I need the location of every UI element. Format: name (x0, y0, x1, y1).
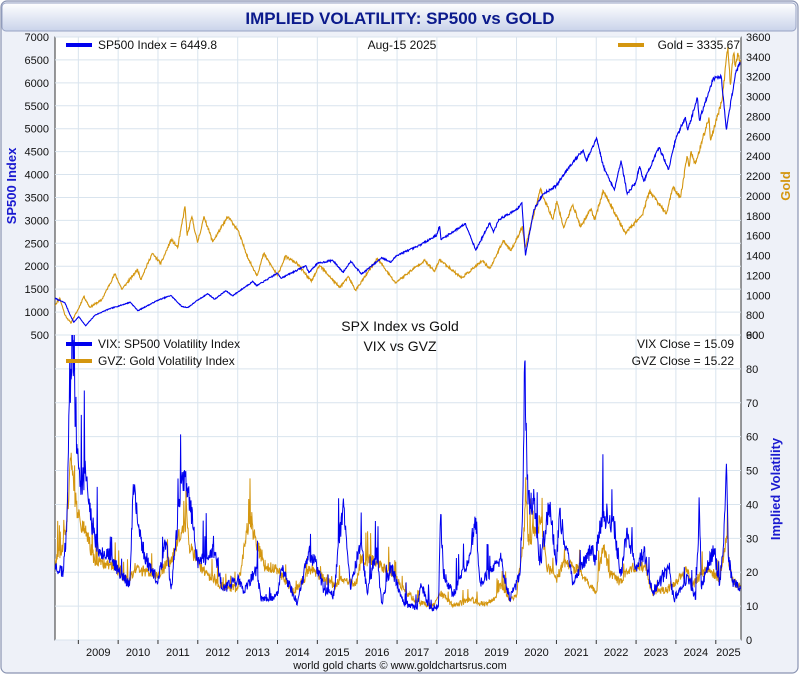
spx-series-line (55, 61, 741, 327)
year-tick-label: 2015 (325, 647, 349, 659)
gold-tick-label: 1800 (746, 211, 770, 223)
year-tick-label: 2022 (604, 647, 628, 659)
volatility-tick-label: 60 (746, 432, 758, 444)
gold-tick-label: 1000 (746, 290, 770, 302)
spx-tick-label: 2500 (25, 238, 49, 250)
year-tick-label: 2025 (716, 647, 740, 659)
spx-tick-label: 5000 (25, 124, 49, 136)
vix-series-line (55, 335, 741, 612)
year-tick-label: 2018 (445, 647, 469, 659)
gold-axis-ticks: 600 800 1000 1200 1400 1600 1800 2000 2200 2400 26… (746, 32, 770, 342)
vix-close-label: VIX Close = 15.09 (637, 337, 734, 351)
volatility-tick-label: 90 (746, 330, 758, 342)
year-tick-label: 2023 (644, 647, 668, 659)
gold-tick-label: 1200 (746, 270, 770, 282)
bottom-panel-title: VIX vs GVZ (363, 338, 437, 354)
spx-tick-label: 4500 (25, 147, 49, 159)
volatility-tick-label: 40 (746, 499, 758, 511)
year-tick-label: 2010 (126, 647, 150, 659)
spx-tick-label: 4000 (25, 170, 49, 182)
top-panel-title: SPX Index vs Gold (341, 318, 459, 334)
vix-legend-label: VIX: SP500 Volatility Index (98, 337, 240, 351)
gold-tick-label: 3000 (746, 92, 770, 104)
gold-tick-label: 3200 (746, 72, 770, 84)
top-plot-area (54, 36, 742, 336)
footer-credit: world gold charts © www.goldchartsrus.co… (292, 660, 507, 672)
year-tick-label: 2012 (206, 647, 230, 659)
spx-tick-label: 3000 (25, 215, 49, 227)
spx-tick-label: 3500 (25, 192, 49, 204)
spx-tick-label: 7000 (25, 32, 49, 44)
spx-axis-ticks: 500 1000 1500 2000 2500 3000 3500 4000 4500 5000 5… (25, 32, 49, 342)
gold-tick-label: 2200 (746, 171, 770, 183)
year-axis-ticks: 2009 2010 2011 2012 2013 2014 2015 2016 2017 2018… (77, 640, 741, 659)
spx-legend-label: SP500 Index = 6449.8 (98, 38, 217, 52)
volatility-axis-ticks: 0 10 20 30 40 50 60 70 80 90 (746, 330, 758, 647)
year-tick-label: 2009 (86, 647, 110, 659)
gold-series-line (55, 46, 741, 324)
gold-tick-label: 2000 (746, 191, 770, 203)
year-tick-label: 2014 (285, 647, 309, 659)
gold-tick-label: 3600 (746, 32, 770, 44)
gold-tick-label: 1600 (746, 231, 770, 243)
volatility-tick-label: 50 (746, 466, 758, 478)
year-tick-label: 2020 (524, 647, 548, 659)
spx-tick-label: 2000 (25, 261, 49, 273)
spx-tick-label: 500 (31, 330, 49, 342)
year-tick-label: 2019 (484, 647, 508, 659)
spx-tick-label: 1500 (25, 284, 49, 296)
spx-tick-label: 1000 (25, 307, 49, 319)
gvz-legend-label: GVZ: Gold Volatility Index (98, 354, 235, 368)
year-tick-label: 2011 (166, 647, 190, 659)
volatility-tick-label: 70 (746, 398, 758, 410)
spx-tick-label: 5500 (25, 101, 49, 113)
gold-tick-label: 800 (746, 310, 764, 322)
chart-title: IMPLIED VOLATILITY: SP500 vs GOLD (245, 9, 554, 28)
date-label: Aug-15 2025 (368, 38, 437, 52)
gold-tick-label: 2600 (746, 131, 770, 143)
gold-tick-label: 1400 (746, 251, 770, 263)
header-bar (1, 2, 797, 32)
year-tick-label: 2024 (684, 647, 708, 659)
year-tick-label: 2021 (564, 647, 588, 659)
gold-tick-label: 600 (746, 330, 764, 342)
volatility-tick-label: 30 (746, 533, 758, 545)
gvz-close-label: GVZ Close = 15.22 (632, 354, 735, 368)
gold-tick-label: 2400 (746, 151, 770, 163)
gold-tick-label: 2800 (746, 111, 770, 123)
gold-legend-label: Gold = 3335.67 (658, 38, 741, 52)
gold-axis-title: Gold (778, 171, 793, 201)
spx-axis-title: SP500 Index (4, 147, 19, 224)
volatility-tick-label: 20 (746, 567, 758, 579)
top-grid (55, 36, 741, 336)
volatility-tick-label: 80 (746, 364, 758, 376)
volatility-tick-label: 0 (746, 635, 752, 647)
year-tick-label: 2016 (365, 647, 389, 659)
spx-tick-label: 6000 (25, 78, 49, 90)
gold-tick-label: 3400 (746, 52, 770, 64)
volatility-axis-title: Implied Volatility (768, 437, 783, 540)
volatility-tick-label: 10 (746, 601, 758, 613)
spx-tick-label: 6500 (25, 55, 49, 67)
year-tick-label: 2013 (245, 647, 269, 659)
year-tick-label: 2017 (405, 647, 429, 659)
